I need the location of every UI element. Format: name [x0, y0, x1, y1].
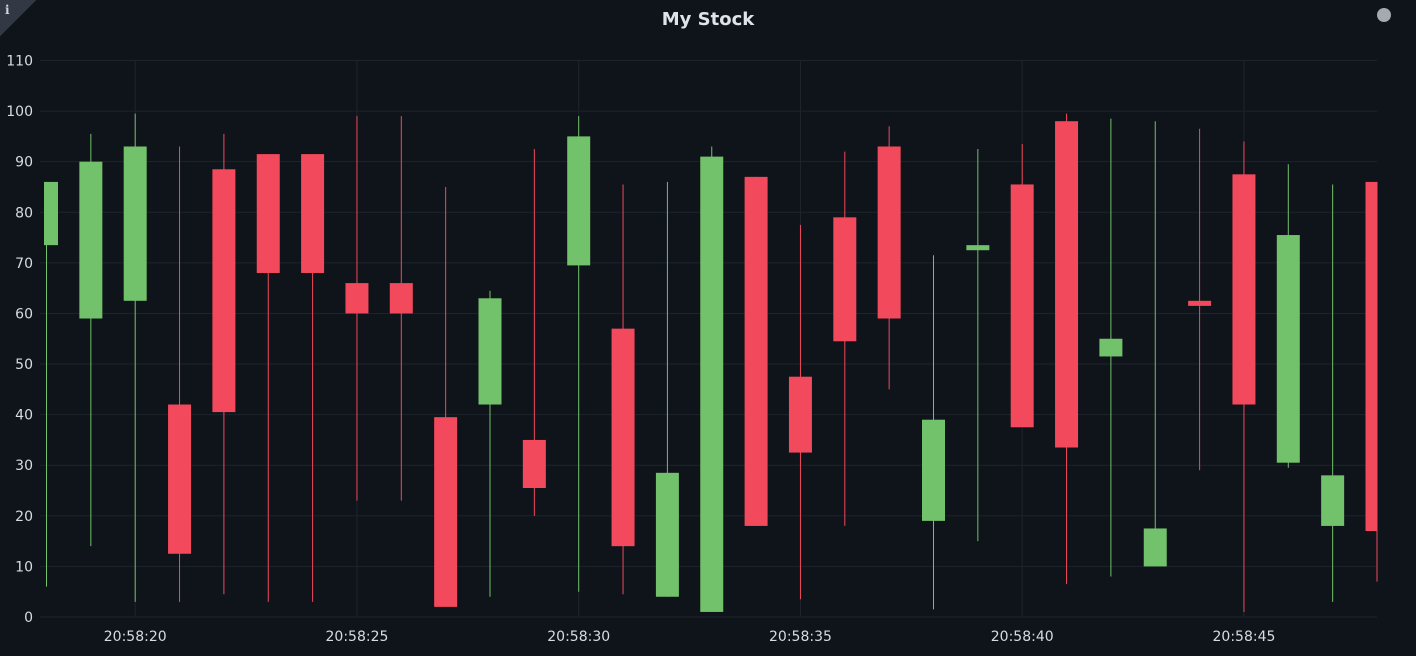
y-tick-label: 60 [15, 306, 33, 322]
candle [744, 176, 768, 526]
candle [522, 149, 546, 516]
candle-body [79, 161, 103, 319]
candle-body [611, 328, 635, 547]
candle-body [478, 298, 502, 405]
y-tick-label: 0 [24, 610, 33, 626]
candle-body [345, 283, 369, 314]
candle [1232, 141, 1256, 612]
candle [478, 290, 502, 597]
candle [788, 224, 812, 600]
candle-body [168, 404, 192, 554]
candle-body [922, 419, 945, 521]
chart-title: My Stock [661, 9, 755, 30]
candle-body [700, 156, 724, 612]
y-tick-label: 20 [15, 509, 33, 525]
candle [301, 154, 325, 602]
y-tick-label: 90 [15, 155, 33, 171]
candle-body [744, 176, 768, 526]
candle-body [212, 169, 236, 413]
candle [1143, 121, 1167, 567]
y-tick-label: 10 [15, 559, 33, 575]
candle [1010, 143, 1034, 428]
y-tick-label: 80 [15, 205, 33, 221]
x-tick-label: 20:58:40 [991, 629, 1054, 645]
candle [655, 181, 679, 597]
candle [79, 133, 103, 547]
candle [389, 116, 413, 501]
x-tick-label: 20:58:45 [1213, 629, 1276, 645]
candle [256, 154, 280, 602]
candle [833, 151, 857, 526]
candle [877, 126, 901, 390]
candle [1321, 184, 1345, 602]
candle [434, 186, 458, 607]
info-icon[interactable]: i [0, 0, 36, 36]
candle [1365, 181, 1378, 582]
candle-body [389, 283, 413, 314]
candles [44, 113, 1378, 612]
candle [44, 181, 58, 587]
candle [1055, 113, 1079, 585]
candle-body [833, 217, 857, 342]
candle [1099, 118, 1123, 577]
y-tick-label: 40 [15, 408, 33, 424]
candle-body [123, 146, 147, 301]
candle-body [1099, 338, 1123, 357]
x-axis: 20:58:20 20:58:25 20:58:30 20:58:35 20:58:40… [104, 629, 1276, 645]
y-tick-label: 100 [6, 104, 33, 120]
candle-body [522, 439, 546, 488]
candle-body [434, 417, 458, 607]
x-tick-label: 20:58:20 [104, 629, 167, 645]
candle-body [256, 154, 280, 273]
x-tick-label: 20:58:30 [547, 629, 610, 645]
candle-body [877, 146, 901, 319]
candle [212, 133, 236, 595]
candle [966, 149, 990, 542]
y-axis: 0 10 20 30 40 50 60 70 80 90 100 110 [6, 54, 33, 627]
candle [567, 116, 591, 592]
candle [345, 116, 369, 501]
candle-body [1365, 181, 1377, 531]
candle-body [1276, 235, 1300, 463]
y-tick-label: 110 [6, 54, 33, 70]
info-glyph: i [5, 3, 10, 17]
candle [1188, 128, 1212, 471]
candle-body [966, 245, 990, 251]
candle-body [1321, 475, 1345, 526]
candle-body [1143, 528, 1167, 567]
candle-body [301, 154, 325, 273]
candle [700, 146, 724, 612]
candle-body [1232, 174, 1256, 405]
candle-body [44, 181, 58, 246]
candle-body [1010, 184, 1034, 428]
y-tick-label: 30 [15, 458, 33, 474]
candle-body [788, 376, 812, 453]
candle [922, 255, 945, 610]
y-tick-label: 50 [15, 357, 33, 373]
candle-body [1055, 121, 1079, 448]
x-tick-label: 20:58:35 [769, 629, 832, 645]
y-tick-label: 70 [15, 256, 33, 272]
candle-body [1188, 300, 1212, 306]
candle [1276, 164, 1300, 468]
candle [611, 184, 635, 595]
candle [123, 113, 147, 602]
candle [168, 146, 192, 602]
status-dot-icon[interactable] [1377, 8, 1391, 22]
candle-body [655, 472, 679, 597]
x-tick-label: 20:58:25 [326, 629, 389, 645]
candle-body [567, 136, 591, 266]
